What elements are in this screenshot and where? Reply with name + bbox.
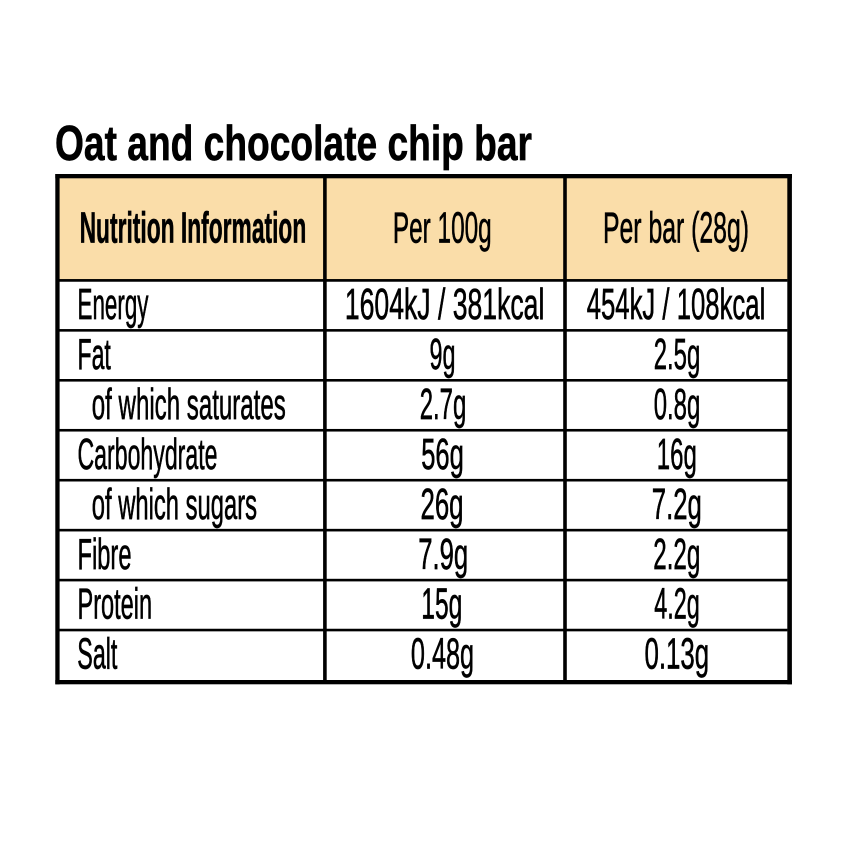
svg-text:Energy: Energy (78, 280, 149, 329)
svg-text:0.8g: 0.8g (654, 380, 701, 429)
svg-text:15g: 15g (421, 580, 462, 629)
svg-text:2.2g: 2.2g (653, 530, 700, 579)
svg-text:Protein: Protein (78, 580, 153, 629)
svg-text:of which sugars: of which sugars (92, 480, 257, 529)
svg-text:9g: 9g (430, 330, 456, 379)
svg-text:454kJ / 108kcal: 454kJ / 108kcal (587, 280, 766, 329)
svg-text:56g: 56g (421, 430, 464, 479)
svg-text:Per 100g: Per 100g (393, 204, 492, 253)
svg-text:0.48g: 0.48g (411, 630, 474, 679)
svg-text:1604kJ / 381kcal: 1604kJ / 381kcal (345, 280, 545, 329)
svg-text:of which saturates: of which saturates (92, 380, 286, 429)
svg-text:16g: 16g (657, 430, 697, 479)
svg-text:2.7g: 2.7g (420, 380, 467, 429)
svg-text:Nutrition Information: Nutrition Information (80, 204, 307, 253)
svg-text:7.9g: 7.9g (418, 530, 468, 579)
svg-text:Per bar (28g): Per bar (28g) (603, 204, 749, 253)
svg-text:0.13g: 0.13g (644, 630, 709, 679)
svg-text:Fibre: Fibre (78, 530, 132, 579)
svg-text:4.2g: 4.2g (654, 580, 700, 629)
svg-text:2.5g: 2.5g (654, 330, 701, 379)
svg-text:Fat: Fat (78, 330, 111, 379)
svg-text:7.2g: 7.2g (652, 480, 702, 529)
svg-text:Carbohydrate: Carbohydrate (78, 430, 218, 479)
svg-text:Salt: Salt (77, 630, 117, 679)
svg-text:Oat and chocolate chip bar: Oat and chocolate chip bar (55, 116, 532, 171)
svg-text:26g: 26g (421, 480, 464, 529)
